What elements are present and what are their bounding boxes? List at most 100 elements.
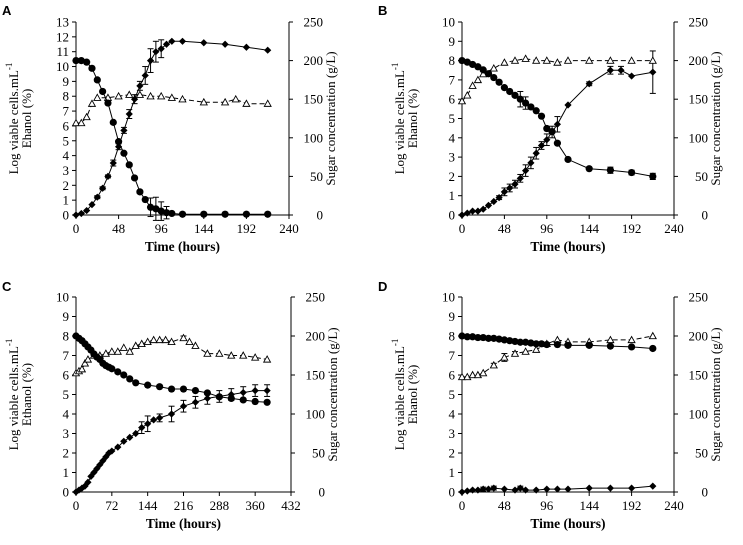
data-point — [101, 349, 111, 357]
data-point — [99, 87, 107, 96]
data-point — [220, 97, 230, 106]
y-tick-label: 6 — [63, 118, 70, 133]
y-tick-label: 3 — [63, 163, 70, 178]
data-point — [495, 194, 503, 202]
data-point — [168, 37, 176, 45]
y-axis-label-superscript: -1 — [4, 339, 14, 347]
data-point — [199, 97, 208, 106]
data-point — [458, 211, 466, 219]
data-point — [82, 112, 91, 121]
data-point — [109, 159, 117, 167]
data-point — [138, 424, 146, 432]
data-point — [161, 335, 170, 344]
data-point — [162, 40, 171, 48]
data-point — [463, 209, 471, 217]
y-tick-label: 2 — [449, 446, 456, 461]
data-point — [242, 210, 250, 218]
data-point — [167, 385, 176, 393]
data-point — [628, 72, 636, 80]
y-axis-label-line2: Ethanol (%) — [19, 363, 34, 426]
data-point — [474, 486, 482, 494]
series-log-viable-cells — [71, 333, 272, 377]
data-point — [156, 383, 164, 391]
y2-tick-label: 0 — [702, 485, 709, 500]
data-point — [532, 345, 541, 353]
data-point — [185, 337, 194, 346]
data-point — [114, 91, 123, 100]
y2-tick-label: 50 — [695, 169, 708, 184]
data-point — [489, 63, 498, 72]
data-point — [490, 73, 498, 82]
y-tick-label: 0 — [63, 485, 70, 500]
y2-tick-label: 100 — [304, 130, 324, 145]
data-point — [191, 398, 200, 406]
data-point — [564, 101, 572, 109]
y-tick-label: 0 — [449, 485, 456, 500]
x-tick-label: 432 — [281, 498, 301, 513]
y-axis-label-line2: Ehanol (%) — [405, 89, 420, 149]
y2-tick-label: 100 — [306, 407, 326, 422]
data-point — [500, 485, 508, 493]
data-point — [99, 184, 107, 192]
y-tick-label: 5 — [63, 133, 70, 148]
data-point — [168, 209, 176, 218]
data-point — [606, 66, 614, 74]
data-point — [628, 484, 636, 492]
data-point — [239, 396, 247, 404]
series-log-viable-cells — [457, 54, 657, 105]
data-point — [227, 394, 235, 402]
x-tick-label: 192 — [237, 221, 257, 236]
data-point — [71, 118, 81, 127]
y2-tick-label: 100 — [689, 130, 709, 145]
data-point — [522, 167, 530, 175]
data-point — [93, 93, 102, 101]
x-tick-label: 96 — [155, 221, 169, 236]
data-point — [490, 484, 498, 492]
data-point — [167, 410, 176, 418]
data-point — [617, 66, 625, 74]
data-point — [484, 70, 493, 78]
series-sugar — [72, 57, 272, 221]
data-point — [87, 99, 97, 107]
y-tick-label: 10 — [56, 59, 69, 74]
data-point — [479, 368, 488, 377]
data-point — [585, 341, 593, 349]
data-point — [543, 124, 551, 133]
data-point — [469, 486, 477, 494]
data-point — [104, 99, 112, 107]
data-point — [113, 347, 122, 355]
y2-tick-label: 50 — [312, 446, 325, 461]
x-tick-label: 144 — [579, 221, 599, 236]
data-point — [191, 341, 200, 349]
data-point — [479, 333, 487, 342]
data-point — [135, 90, 145, 98]
data-point — [77, 118, 86, 127]
data-point — [221, 210, 229, 218]
data-point — [510, 349, 520, 357]
data-point — [239, 351, 248, 359]
data-point — [474, 333, 482, 342]
data-point — [264, 210, 272, 218]
y-axis-label-line2: Ehanol (%) — [405, 365, 420, 425]
data-point — [178, 37, 187, 45]
data-point — [156, 414, 164, 422]
y-axis-label-main: Log viable cells.mL — [6, 70, 21, 174]
series-log-viable-cells — [71, 90, 272, 127]
data-point — [115, 138, 123, 146]
data-point — [84, 478, 92, 486]
data-point — [527, 339, 535, 347]
data-point — [479, 69, 488, 78]
data-point — [564, 341, 572, 349]
y-tick-label: 13 — [56, 15, 69, 30]
y-tick-label: 3 — [63, 426, 70, 441]
y-tick-label: 7 — [449, 348, 456, 363]
data-point — [239, 388, 247, 397]
y-tick-label: 11 — [56, 44, 69, 59]
data-point — [516, 174, 524, 182]
y-axis-label-superscript: -1 — [390, 63, 400, 71]
x-tick-label: 0 — [73, 221, 80, 236]
y-tick-label: 2 — [63, 446, 70, 461]
data-point — [458, 488, 466, 496]
